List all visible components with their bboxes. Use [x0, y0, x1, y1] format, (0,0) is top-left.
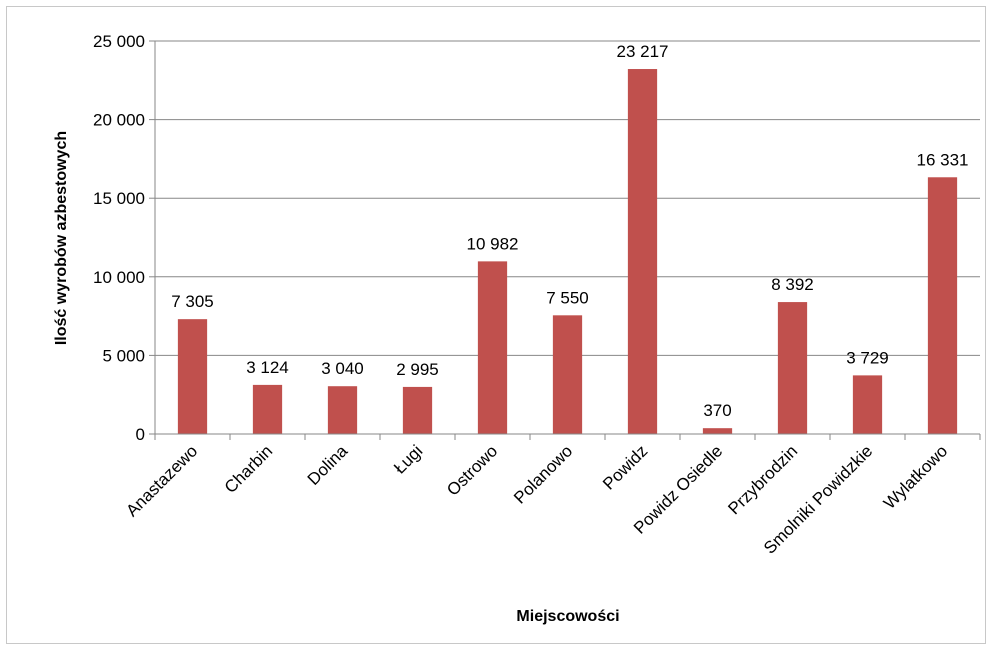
x-tick-label: Ostrowo — [443, 441, 501, 499]
x-tick-label: Wylatkowo — [880, 441, 951, 512]
y-tick-label: 15 000 — [93, 189, 145, 208]
bar — [252, 384, 283, 434]
bar — [402, 386, 433, 434]
data-labels: 7 305 3 124 3 040 2 995 10 982 7 550 23 217 370… — [171, 42, 968, 420]
bar — [477, 261, 508, 434]
y-tick-label: 20 000 — [93, 111, 145, 130]
data-label: 10 982 — [467, 234, 519, 253]
gridlines — [155, 40, 980, 356]
x-tick-label: Ługi — [390, 441, 426, 477]
data-label: 7 305 — [171, 292, 214, 311]
data-label: 7 550 — [546, 288, 589, 307]
data-label: 8 392 — [771, 275, 814, 294]
x-axis-title: Miejscowości — [516, 608, 619, 625]
x-tick-label: Powidz — [599, 441, 651, 493]
x-tick-label: Dolina — [304, 441, 352, 489]
bar — [702, 428, 733, 434]
bar — [627, 69, 658, 435]
data-label: 23 217 — [617, 42, 669, 61]
data-label: 3 124 — [246, 358, 289, 377]
y-axis-title: Ilość wyrobów azbestowych — [53, 131, 70, 345]
bar — [777, 302, 808, 434]
x-tick-label: Charbin — [221, 441, 277, 497]
data-label: 2 995 — [396, 360, 439, 379]
data-label: 16 331 — [917, 150, 969, 169]
y-tick-labels: 0 5 000 10 000 15 000 20 000 25 000 — [93, 32, 145, 444]
axes — [149, 40, 981, 440]
y-tick-label: 0 — [136, 425, 145, 444]
y-tick-label: 5 000 — [102, 346, 145, 365]
data-label: 3 040 — [321, 359, 364, 378]
y-tick-label: 25 000 — [93, 32, 145, 51]
data-label: 3 729 — [846, 348, 889, 367]
bars — [177, 69, 958, 435]
x-tick-label: Polanowo — [510, 441, 576, 507]
y-tick-label: 10 000 — [93, 268, 145, 287]
data-label: 370 — [703, 401, 731, 420]
bar — [327, 386, 358, 434]
bar — [177, 319, 208, 434]
x-tick-labels: Anastazewo Charbin Dolina Ługi Ostrowo Polano… — [122, 441, 951, 558]
x-tick-label: Przybrodzin — [724, 441, 801, 518]
bar — [927, 177, 958, 435]
bar — [552, 315, 583, 434]
x-tick-label: Anastazewo — [122, 441, 201, 520]
bar — [852, 375, 883, 434]
